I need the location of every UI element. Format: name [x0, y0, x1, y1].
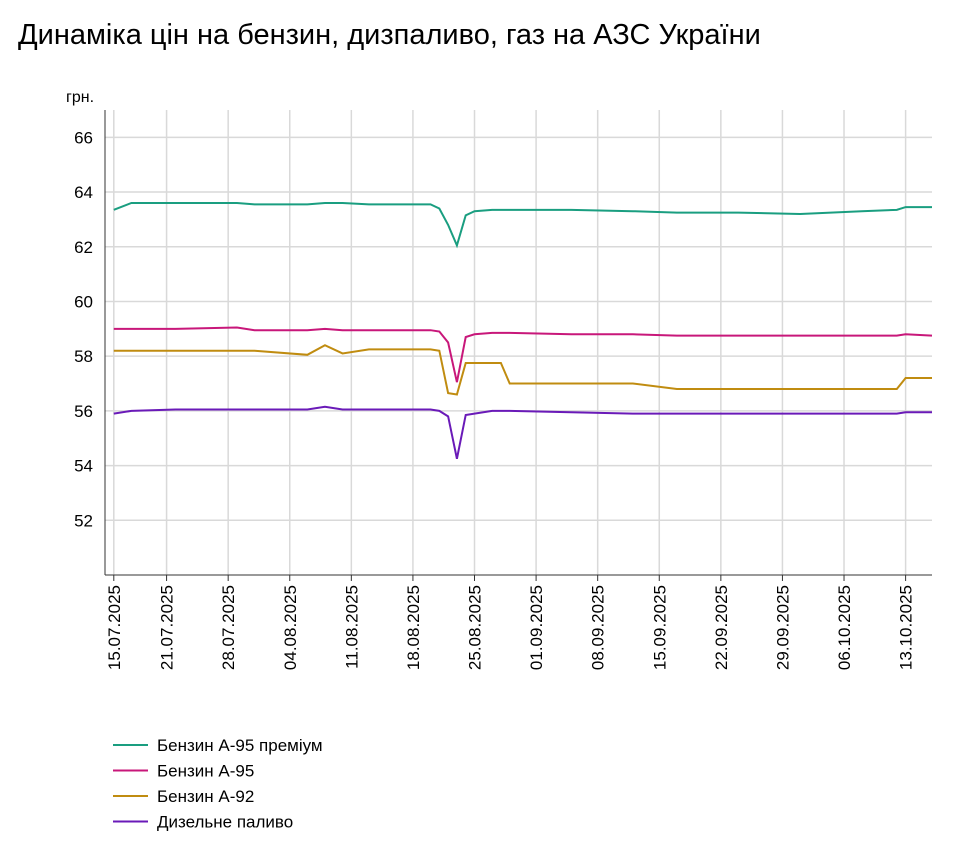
x-tick-label: 15.07.2025 — [105, 585, 124, 670]
x-tick-label: 04.08.2025 — [281, 585, 300, 670]
x-tick-label: 06.10.2025 — [835, 585, 854, 670]
x-tick-label: 18.08.2025 — [404, 585, 423, 670]
x-tick-label: 13.10.2025 — [897, 585, 916, 670]
y-tick-label: 58 — [74, 347, 93, 366]
x-tick-label: 25.08.2025 — [466, 585, 485, 670]
series-line — [113, 202, 932, 249]
chart-title: Динаміка цін на бензин, дизпаливо, газ н… — [18, 19, 761, 51]
series-line — [113, 344, 932, 396]
x-tick-label: 28.07.2025 — [219, 585, 238, 670]
y-axis-label: грн. — [66, 89, 94, 106]
y-tick-label: 54 — [74, 457, 93, 476]
y-tick-label: 66 — [74, 128, 93, 147]
x-tick-label: 15.09.2025 — [650, 585, 669, 670]
legend-label: Бензин А-95 — [157, 762, 254, 781]
x-tick-label: 21.07.2025 — [158, 585, 177, 670]
legend-label: Дизельне паливо — [157, 813, 293, 832]
y-tick-label: 62 — [74, 238, 93, 257]
y-tick-label: 56 — [74, 402, 93, 421]
legend-label: Бензин А-95 преміум — [157, 736, 323, 755]
x-tick-label: 29.09.2025 — [773, 585, 792, 670]
series-line — [113, 326, 933, 383]
series-line — [113, 405, 932, 459]
y-tick-label: 60 — [74, 292, 93, 311]
x-tick-label: 22.09.2025 — [712, 585, 731, 670]
x-tick-label: 11.08.2025 — [342, 585, 361, 669]
legend-label: Бензин А-92 — [157, 787, 254, 806]
x-tick-label: 08.09.2025 — [589, 585, 608, 670]
y-tick-label: 64 — [74, 183, 93, 202]
x-tick-label: 01.09.2025 — [527, 585, 546, 670]
y-tick-label: 52 — [74, 511, 93, 530]
